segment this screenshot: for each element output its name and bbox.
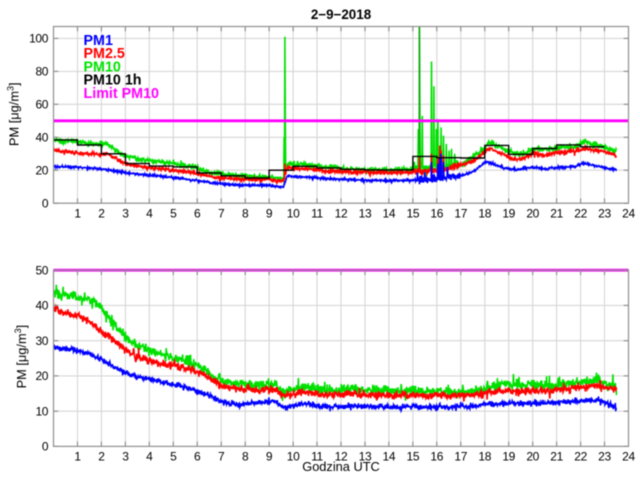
svg-text:Limit PM10: Limit PM10 — [84, 86, 160, 102]
svg-text:8: 8 — [242, 450, 249, 464]
svg-text:40: 40 — [35, 299, 48, 313]
svg-text:1: 1 — [74, 450, 81, 464]
svg-text:24: 24 — [622, 207, 635, 221]
svg-text:2: 2 — [98, 207, 105, 221]
svg-text:19: 19 — [502, 450, 515, 464]
svg-text:20: 20 — [35, 369, 48, 383]
svg-text:30: 30 — [35, 334, 48, 348]
svg-text:7: 7 — [218, 207, 225, 221]
svg-text:8: 8 — [242, 207, 249, 221]
svg-text:10: 10 — [287, 450, 300, 464]
svg-text:5: 5 — [170, 450, 177, 464]
svg-text:13: 13 — [359, 207, 372, 221]
svg-text:PM [μg/m3]: PM [μg/m3] — [13, 325, 29, 389]
svg-text:20: 20 — [526, 207, 539, 221]
svg-text:10: 10 — [35, 405, 48, 419]
svg-text:21: 21 — [550, 450, 563, 464]
svg-text:12: 12 — [335, 207, 348, 221]
svg-text:10: 10 — [287, 207, 300, 221]
svg-text:9: 9 — [266, 207, 273, 221]
svg-text:PM1: PM1 — [84, 33, 113, 49]
svg-text:40: 40 — [35, 131, 48, 145]
svg-text:18: 18 — [478, 207, 491, 221]
svg-text:9: 9 — [266, 450, 273, 464]
svg-text:PM2.5: PM2.5 — [84, 46, 125, 62]
svg-text:5: 5 — [170, 207, 177, 221]
svg-text:PM10 1h: PM10 1h — [84, 73, 142, 89]
svg-text:100: 100 — [29, 32, 49, 46]
svg-text:15: 15 — [407, 207, 420, 221]
svg-text:7: 7 — [218, 450, 225, 464]
svg-text:60: 60 — [35, 98, 48, 112]
svg-text:80: 80 — [35, 65, 48, 79]
svg-text:50: 50 — [35, 264, 48, 278]
svg-text:0: 0 — [42, 197, 49, 211]
svg-text:13: 13 — [359, 450, 372, 464]
svg-text:4: 4 — [146, 207, 153, 221]
svg-text:16: 16 — [430, 450, 443, 464]
svg-text:14: 14 — [383, 207, 396, 221]
svg-text:2−9−2018: 2−9−2018 — [311, 7, 372, 22]
svg-text:6: 6 — [194, 207, 201, 221]
svg-text:15: 15 — [407, 450, 420, 464]
svg-text:11: 11 — [311, 450, 323, 464]
svg-text:24: 24 — [622, 450, 635, 464]
svg-text:11: 11 — [311, 207, 323, 221]
svg-text:3: 3 — [122, 207, 129, 221]
svg-text:Godzina UTC: Godzina UTC — [302, 459, 380, 474]
svg-text:21: 21 — [550, 207, 563, 221]
svg-text:PM10: PM10 — [84, 59, 121, 75]
svg-text:4: 4 — [146, 450, 153, 464]
svg-text:14: 14 — [383, 450, 396, 464]
svg-text:17: 17 — [454, 450, 467, 464]
svg-text:18: 18 — [478, 450, 491, 464]
svg-text:17: 17 — [454, 207, 467, 221]
svg-text:PM [μg/m3]: PM [μg/m3] — [5, 82, 21, 146]
svg-text:2: 2 — [98, 450, 105, 464]
svg-text:3: 3 — [122, 450, 129, 464]
svg-text:6: 6 — [194, 450, 201, 464]
svg-text:22: 22 — [574, 450, 587, 464]
svg-text:20: 20 — [526, 450, 539, 464]
svg-text:12: 12 — [335, 450, 348, 464]
svg-text:22: 22 — [574, 207, 587, 221]
svg-text:16: 16 — [430, 207, 443, 221]
svg-text:0: 0 — [42, 440, 49, 454]
svg-text:23: 23 — [598, 207, 611, 221]
svg-text:1: 1 — [74, 207, 81, 221]
svg-text:19: 19 — [502, 207, 515, 221]
svg-text:20: 20 — [35, 164, 48, 178]
svg-text:23: 23 — [598, 450, 611, 464]
